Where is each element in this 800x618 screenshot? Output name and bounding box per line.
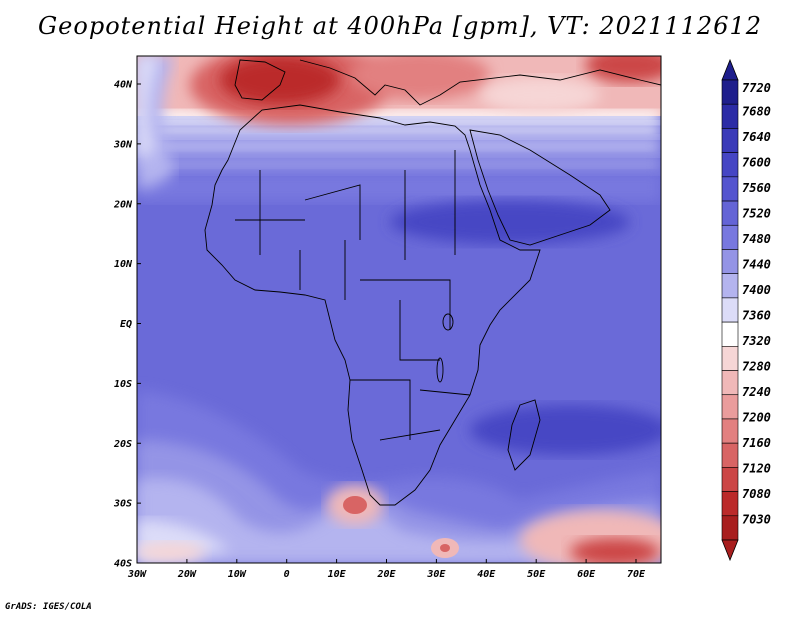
lat-tick-label: 10S [114,379,132,390]
colorbar-segment [721,346,739,371]
colorbar-label: 7400 [742,283,771,297]
colorbar-label: 7360 [742,309,771,323]
colorbar-segment [721,79,739,105]
colorbar-label: 7240 [742,385,771,399]
colorbar-segment [721,152,739,178]
lat-tick-label: 20N [113,199,133,210]
colorbar-label: 7200 [742,411,771,425]
colorbar-label: 7680 [742,105,771,119]
lon-tick-label: 30W [127,569,147,580]
lat-tick-label: 30N [113,139,133,150]
colorbar-segment [721,515,739,541]
colorbar-segment [721,273,739,299]
colorbar-segment [721,321,739,347]
colorbar-segment [721,200,739,226]
colorbar-label: 7600 [742,156,771,170]
colorbar-label: 7080 [742,487,771,501]
height-field [137,56,661,563]
colorbar-label: 7640 [742,130,771,144]
lat-tick-label: 40S [114,559,132,570]
lon-tick-label: 10W [228,569,247,580]
colorbar-label: 7120 [742,462,771,476]
colorbar-top-arrow [721,58,739,81]
lon-tick-label: 40E [477,569,496,580]
colorbar-label: 7520 [742,207,771,221]
lat-tick-label: 10N [114,259,133,270]
colorbar-label: 7560 [742,181,771,195]
colorbar-label: 7030 [742,513,771,527]
lon-tick-label: 70E [627,569,646,580]
colorbar-segment [721,128,739,153]
colorbar-segment [721,370,739,396]
lon-axis: 30W 20W 10W 0 10E 20E 30E 40E 50E 60E 70E [127,559,646,580]
lon-tick-label: 50E [527,569,546,580]
lat-tick-label: EQ [120,319,132,330]
coastlines [204,59,661,506]
colorbar-segment [721,442,739,468]
lon-tick-label: 20E [376,569,396,580]
colorbar-label: 7160 [742,436,771,450]
lon-tick-label: 60E [577,569,596,580]
lon-tick-label: 0 [284,569,290,580]
colorbar-segment [721,491,739,517]
lat-axis: 40N 30N 20N 10N EQ 10S 20S 30S 40S [113,80,141,570]
credit-text: GrADS: IGES/COLA [5,602,92,612]
colorbar-label: 7720 [742,81,771,95]
colorbar-label: 7320 [742,334,771,348]
colorbar-segment [721,224,739,250]
lat-tick-label: 20S [113,439,132,450]
colorbar-segment [721,418,739,444]
colorbar-label: 7480 [742,232,771,246]
lat-tick-label: 30S [113,499,132,510]
colorbar-segment [721,297,739,323]
colorbar-segment [721,103,739,129]
chart-title: Geopotential Height at 400hPa [gpm], VT:… [38,12,762,40]
lon-tick-label: 20W [177,569,197,580]
plot-frame [136,55,662,564]
lon-tick-label: 30E [426,569,446,580]
lon-tick-label: 10E [328,569,347,580]
colorbar-label: 7440 [742,258,771,272]
colorbar-label: 7280 [742,360,771,374]
colorbar-segment [721,467,739,492]
colorbar-segment [721,176,739,202]
lat-tick-label: 40N [114,80,133,91]
colorbar: 7720 7680 7640 7600 7560 7520 7480 7440 7400 7360… [721,58,771,562]
colorbar-segment [721,394,739,420]
colorbar-segment [721,249,739,274]
colorbar-bottom-arrow [721,539,739,562]
